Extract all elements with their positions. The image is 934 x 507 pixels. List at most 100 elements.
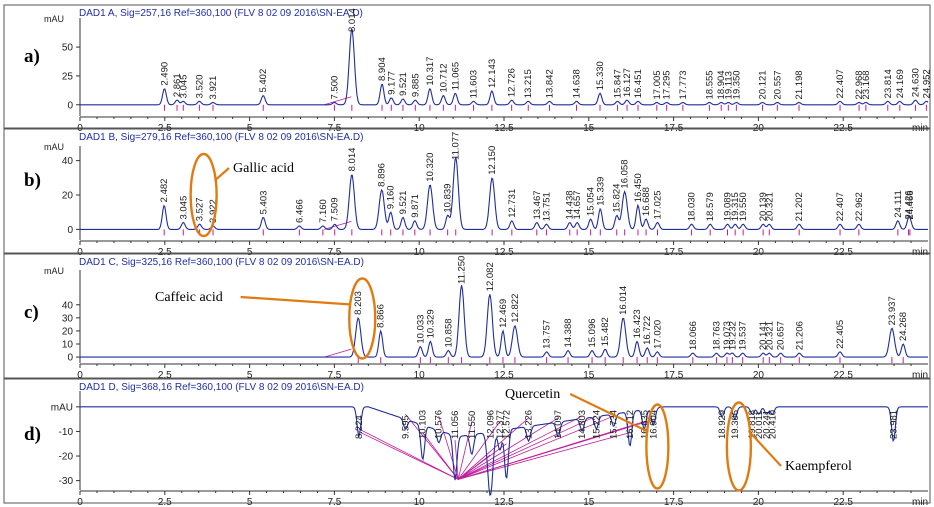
y-tick-label: -10 (59, 427, 74, 438)
integration-line (405, 413, 459, 480)
peak-rt-label: 11.056 (450, 411, 461, 439)
peak-rt-label: 20.321 (764, 192, 775, 221)
integration-line (457, 417, 559, 480)
chromatogram-panel: DAD1 D, Sig=368,16 Ref=360,100 (FLV 8 02… (3, 378, 931, 507)
peak-rt-label: 8.014 (347, 8, 358, 32)
peak-rt-label: 24.268 (898, 312, 909, 341)
peak-rt-label: 15.734 (609, 410, 620, 439)
peak-rt-label: 14.638 (572, 69, 583, 98)
integration-line (458, 415, 614, 480)
peak-rt-label: 11.603 (469, 70, 480, 98)
x-tick-label: 0 (77, 247, 83, 258)
peak-rt-label: 17.295 (662, 70, 673, 99)
peak-rt-label: 15.847 (613, 69, 624, 98)
peak-rt-label: 12.822 (510, 294, 521, 323)
peak-rt-label: 3.922 (208, 199, 219, 223)
peak-rt-label: 23.937 (887, 296, 898, 325)
peak-rt-label: 14.657 (572, 190, 583, 219)
peak-rt-label: 18.929 (717, 410, 728, 439)
x-tick-label: 22.5 (833, 497, 853, 507)
peak-rt-label: 18.066 (688, 321, 699, 350)
peak-rt-label: 20.557 (772, 70, 783, 99)
x-tick-label: 10 (414, 497, 426, 507)
peak-rt-label: 24.952 (921, 69, 932, 98)
peak-rt-label: 8.904 (377, 57, 388, 81)
x-tick-label: 22.5 (833, 370, 853, 381)
integration-line (324, 348, 352, 358)
peak-rt-label: 16.127 (622, 68, 633, 97)
peak-rt-label: 8.866 (376, 304, 387, 328)
peak-rt-label: 15.096 (587, 318, 598, 347)
integration-line (357, 431, 459, 480)
peak-rt-label: 8.896 (377, 163, 388, 187)
integration-line (324, 96, 352, 106)
integration-line (458, 432, 631, 480)
x-axis-label: min (912, 370, 928, 381)
peak-rt-label: 12.469 (498, 299, 509, 328)
x-tick-label: 20 (753, 370, 765, 381)
peak-rt-label: 21.206 (794, 321, 805, 350)
peak-rt-label: 18.555 (704, 70, 715, 99)
peak-rt-label: 16.014 (618, 286, 629, 315)
integration-line (422, 432, 459, 480)
peak-rt-label: 10.839 (443, 184, 454, 213)
peak-rt-label: 12.377 (495, 410, 506, 439)
peak-rt-label: 20.141 (758, 321, 769, 350)
peak-rt-label: 15.339 (595, 177, 606, 206)
peak-rt-label: 21.202 (794, 192, 805, 221)
peak-rt-label: 19.537 (738, 321, 749, 350)
peak-rt-label: 11.250 (457, 256, 468, 284)
panel-header: DAD1 C, Sig=325,16 Ref=360,100 (FLV 8 02… (79, 257, 364, 268)
integration-line (438, 415, 459, 480)
peak-rt-label: 12.150 (487, 146, 498, 175)
peak-rt-label: 10.103 (418, 410, 429, 439)
peak-rt-label: 20.321 (764, 321, 775, 350)
panel-label: c) (24, 302, 39, 323)
peak-rt-label: 12.143 (487, 59, 498, 88)
peak-rt-label: 24.426 (904, 190, 915, 219)
panel-label: a) (24, 46, 40, 67)
peak-rt-label: 17.020 (652, 320, 663, 349)
panel-header: DAD1 D, Sig=368,16 Ref=360,100 (FLV 8 02… (79, 382, 364, 393)
peak-rt-label: 8.224 (354, 415, 365, 439)
integration-line (358, 428, 459, 480)
peak-rt-label: 24.169 (895, 69, 906, 98)
x-tick-label: 10 (414, 370, 426, 381)
peak-rt-label: 10.320 (425, 153, 436, 182)
panel-frame (3, 253, 931, 379)
peak-rt-label: 17.025 (652, 190, 663, 219)
peak-rt-label: 20.121 (758, 70, 769, 99)
peak-rt-label: 3.045 (178, 196, 189, 220)
panel-header: DAD1 B, Sig=279,16 Ref=360,100 (FLV 8 02… (79, 132, 363, 143)
y-axis-label: mAU (44, 142, 64, 152)
integration-line (457, 421, 473, 480)
peak-rt-label: 13.215 (523, 69, 534, 98)
x-tick-label: 15 (583, 370, 595, 381)
peak-rt-label: 19.315 (730, 192, 741, 221)
peak-rt-label: 10.576 (434, 410, 445, 439)
peak-rt-label: 9.521 (398, 72, 409, 96)
x-tick-label: 10 (414, 247, 426, 258)
compound-ellipse (645, 403, 670, 490)
y-tick-label: -20 (59, 452, 74, 463)
peak-rt-label: 10.712 (438, 63, 449, 92)
panels-group: DAD1 A, Sig=257,16 Ref=360,100 (FLV 8 02… (3, 4, 932, 507)
peak-rt-label: 9.871 (410, 194, 421, 218)
peak-rt-label: 10.329 (425, 309, 436, 338)
chromatogram-trace (80, 29, 929, 106)
peak-rt-label: 16.635 (639, 410, 650, 439)
peak-rt-label: 20.657 (776, 321, 787, 350)
peak-rt-label: 14.438 (565, 190, 576, 219)
peak-rt-label: 19.073 (722, 321, 733, 350)
peak-rt-label: 11.077 (451, 132, 462, 160)
peak-rt-label: 20.011 (754, 411, 765, 439)
x-tick-label: 5 (247, 497, 253, 507)
panel-frame (3, 128, 931, 254)
peak-rt-label: 17.773 (678, 70, 689, 99)
peak-rt-label: 22.405 (835, 320, 846, 349)
peak-rt-label: 23.168 (861, 70, 872, 99)
peak-rt-label: 14.097 (553, 410, 564, 439)
peak-rt-label: 19.350 (731, 70, 742, 99)
y-tick-label: 40 (62, 300, 74, 311)
peak-rt-label: 15.054 (586, 187, 597, 216)
